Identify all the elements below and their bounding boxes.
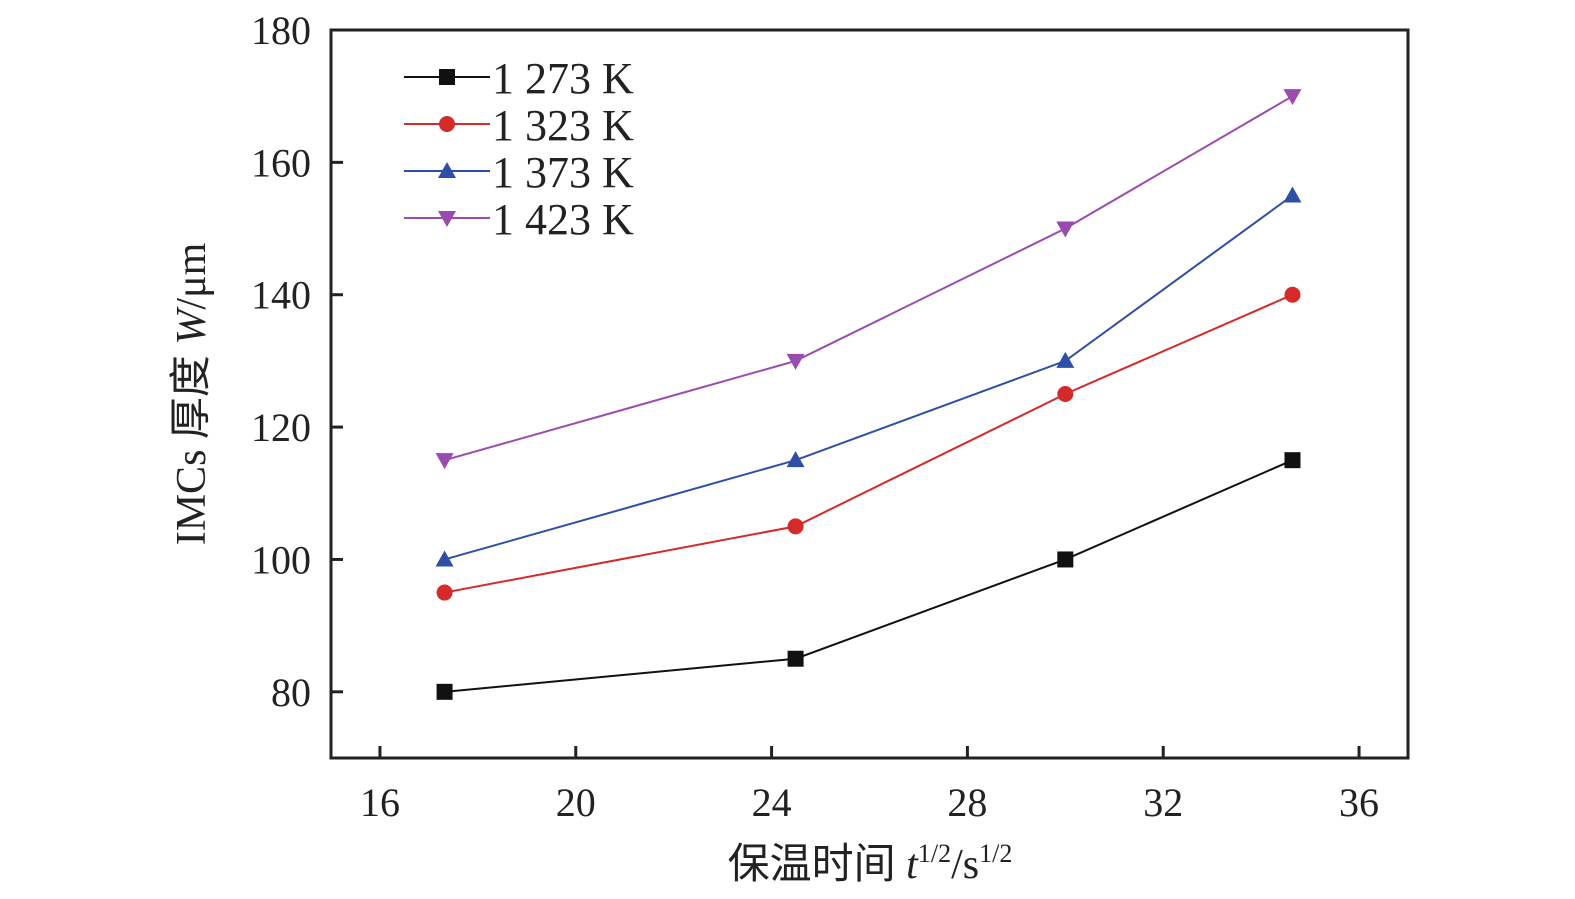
plot-area: 16 20 24 28 32 36 80 100 120 140 160 180 1 273 K1 32…: [251, 8, 1410, 825]
data-point: [436, 584, 453, 601]
data-point: [1056, 351, 1075, 368]
data-point: [435, 453, 454, 470]
x-tick-label: 16: [360, 780, 400, 825]
data-point: [1283, 186, 1302, 203]
data-point: [786, 353, 805, 370]
x-tick-label: 36: [1339, 780, 1379, 825]
data-point: [787, 518, 804, 535]
x-axis-title: 保温时间 t1/2/s1/2: [728, 839, 1013, 888]
data-point: [1283, 89, 1302, 106]
data-point: [1057, 551, 1074, 568]
series-line-2: [444, 194, 1294, 561]
y-tick-label: 80: [271, 670, 311, 715]
y-tick-label: 180: [251, 8, 311, 53]
x-tick-label: 24: [752, 780, 792, 825]
legend-marker: [439, 116, 455, 132]
y-axis-title: IMCs 厚度 W/μm: [169, 242, 215, 545]
series-line-0: [444, 459, 1293, 693]
legend-label: 1 423 K: [492, 195, 634, 244]
legend-marker: [438, 211, 456, 227]
data-point: [1284, 452, 1301, 469]
data-point: [787, 650, 804, 667]
y-tick-label: 140: [251, 273, 311, 318]
data-point: [1284, 286, 1301, 303]
legend-label: 1 323 K: [492, 101, 634, 150]
y-tick-label: 160: [251, 140, 311, 185]
legend-label: 1 373 K: [492, 148, 634, 197]
legend-label: 1 273 K: [492, 54, 634, 103]
y-tick-label: 120: [251, 405, 311, 450]
plot-frame: [329, 28, 1410, 760]
data-point: [1056, 221, 1075, 238]
y-tick-label: 100: [251, 537, 311, 582]
x-tick-label: 28: [947, 780, 987, 825]
data-point: [1057, 386, 1074, 402]
series-line-3: [444, 95, 1293, 462]
x-tick-label: 32: [1143, 780, 1183, 825]
series-line-1: [444, 293, 1293, 594]
data-point: [435, 550, 454, 567]
legend-marker: [439, 69, 455, 85]
x-tick-label: 20: [556, 780, 596, 825]
data-point: [786, 451, 805, 468]
legend-marker: [438, 162, 456, 178]
data-point: [436, 683, 453, 700]
